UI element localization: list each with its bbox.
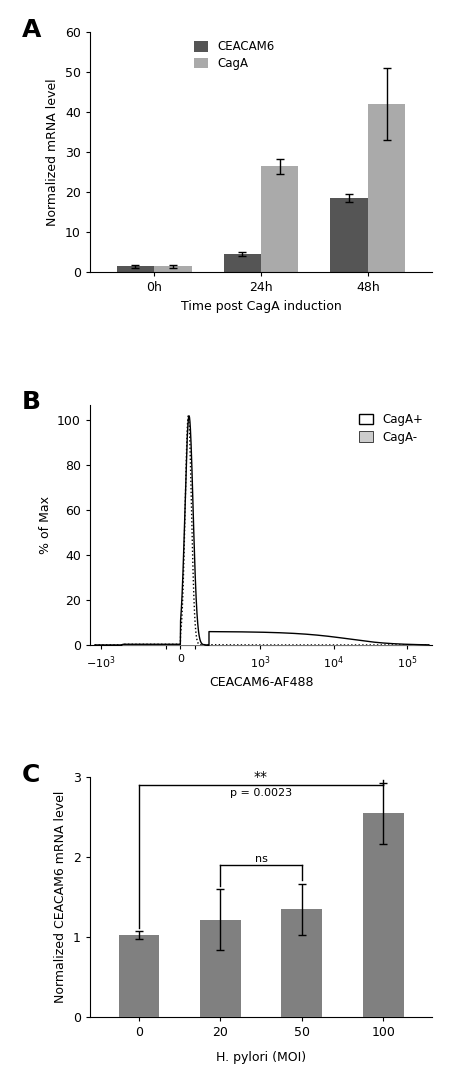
Bar: [117, 267, 154, 272]
Bar: [368, 104, 405, 272]
Y-axis label: Normalized mRNA level: Normalized mRNA level: [46, 78, 59, 226]
Text: **: **: [254, 770, 268, 784]
Text: C: C: [22, 763, 40, 787]
Legend: CagA+, CagA-: CagA+, CagA-: [357, 410, 426, 446]
Legend: CEACAM6, CagA: CEACAM6, CagA: [192, 39, 277, 73]
Bar: [261, 166, 298, 272]
Bar: [224, 254, 261, 272]
Bar: [154, 267, 192, 272]
Bar: [330, 198, 368, 272]
Text: A: A: [22, 18, 41, 42]
Bar: [118, 935, 159, 1017]
X-axis label: Time post CagA induction: Time post CagA induction: [180, 300, 342, 313]
Bar: [281, 909, 322, 1017]
Text: ns: ns: [255, 854, 267, 863]
Bar: [363, 813, 404, 1017]
Text: p = 0.0023: p = 0.0023: [230, 788, 292, 798]
X-axis label: H. pylori (MOI): H. pylori (MOI): [216, 1051, 306, 1064]
X-axis label: CEACAM6-AF488: CEACAM6-AF488: [209, 676, 313, 689]
Y-axis label: Normalized CEACAM6 mRNA level: Normalized CEACAM6 mRNA level: [54, 791, 68, 1004]
Text: B: B: [22, 390, 40, 414]
Bar: [200, 920, 241, 1017]
Y-axis label: % of Max: % of Max: [39, 496, 52, 554]
